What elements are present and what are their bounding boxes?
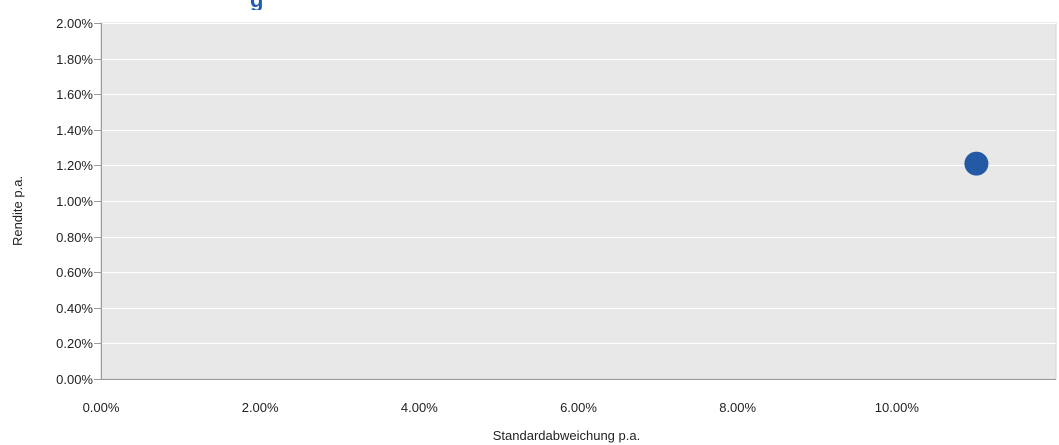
- y-tick-label: 1.20%: [56, 158, 93, 173]
- y-tick-label: 1.80%: [56, 52, 93, 67]
- y-tick-label: 1.60%: [56, 87, 93, 102]
- x-tick-labels: 0.00% 2.00% 4.00% 6.00% 8.00% 10.00%: [83, 400, 920, 415]
- grid-lines: [101, 23, 1056, 344]
- x-tick-label: 2.00%: [242, 400, 279, 415]
- x-tick-label: 4.00%: [401, 400, 438, 415]
- y-tick-label: 0.80%: [56, 230, 93, 245]
- x-tick-label: 8.00%: [719, 400, 756, 415]
- y-tick-label: 2.00%: [56, 16, 93, 31]
- x-tick-label: 0.00%: [83, 400, 120, 415]
- y-tick-label: 0.40%: [56, 301, 93, 316]
- x-tick-label: 6.00%: [560, 400, 597, 415]
- y-tick-label: 0.00%: [56, 372, 93, 387]
- y-axis-label: Rendite p.a.: [10, 176, 25, 246]
- x-axis-label: Standardabweichung p.a.: [493, 428, 640, 443]
- data-points: [964, 151, 989, 176]
- chart-title-fragment: g: [250, 0, 272, 10]
- data-point: [964, 151, 989, 176]
- y-tick-label: 1.00%: [56, 194, 93, 209]
- y-tick-labels: 0.00% 0.20% 0.40% 0.60% 0.80% 1.00% 1.20% 1.40%…: [56, 16, 93, 387]
- y-tick-label: 0.60%: [56, 265, 93, 280]
- axes: [94, 23, 1056, 380]
- y-tick-label: 1.40%: [56, 123, 93, 138]
- x-tick-label: 10.00%: [875, 400, 920, 415]
- y-tick-label: 0.20%: [56, 336, 93, 351]
